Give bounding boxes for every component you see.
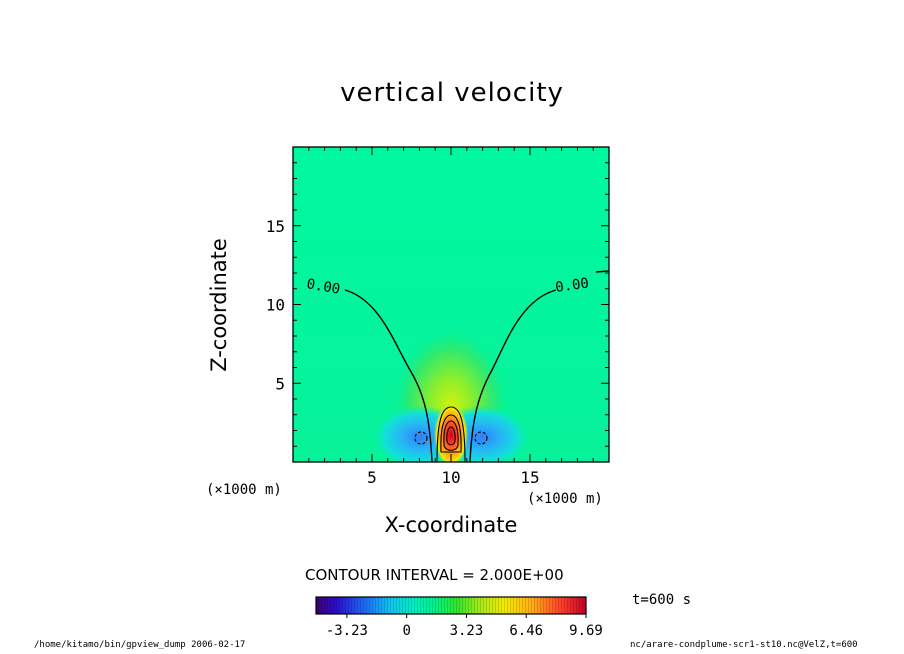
contour-4	[440, 414, 462, 453]
footer-left: /home/kitamo/bin/gpview_dump 2006-02-17	[34, 640, 246, 650]
chart-title: vertical velocity	[340, 78, 564, 108]
zero-contour-right-stub	[595, 270, 609, 273]
x-tick-label: 5	[367, 468, 377, 487]
colorbar-frame	[315, 596, 587, 615]
contour-lines	[344, 270, 609, 462]
colorbar-tick-label: 9.69	[569, 623, 603, 639]
axis-tick-labels: 5 10 15 5 10 15	[266, 217, 540, 487]
x-unit-right: (×1000 m)	[527, 491, 603, 507]
y-axis-label: Z-coordinate	[207, 238, 231, 372]
colorbar-bins	[316, 597, 586, 614]
negative-contour-left	[414, 431, 428, 445]
y-tick-label: 5	[275, 374, 285, 393]
contour-8	[446, 426, 456, 446]
colorbar-ticks: -3.23 0 3.23 6.46 9.69	[326, 614, 603, 639]
colorbar-tick-label: 0	[402, 623, 410, 639]
zero-contour-right	[469, 289, 557, 462]
contour-label-right: 0.00	[554, 275, 590, 296]
y-tick-label: 10	[266, 296, 285, 315]
x-axis-label: X-coordinate	[0, 513, 904, 537]
negative-contour-right	[474, 431, 488, 445]
x-tick-label: 10	[441, 468, 460, 487]
contour-label-left: 0.00	[305, 276, 341, 298]
updraft-core	[434, 403, 468, 462]
y-tick-label: 15	[266, 217, 285, 236]
zero-contour-left	[344, 289, 433, 462]
colorbar-tick-label: -3.23	[326, 623, 368, 639]
axis-ticks	[293, 147, 609, 462]
colorbar-tick-label: 3.23	[450, 623, 484, 639]
contour-6	[443, 420, 459, 451]
x-axis-label-text: X-coordinate	[384, 513, 518, 537]
colorbar-tick-label: 6.46	[509, 623, 543, 639]
footer-right: nc/arare-condplume-scr1-st10.nc@VelZ,t=6…	[630, 640, 858, 650]
contour-interval: CONTOUR INTERVAL = 2.000E+00	[305, 566, 564, 584]
contour-2	[436, 406, 466, 462]
time-label: t=600 s	[632, 592, 692, 608]
heatmap-field	[293, 147, 609, 462]
x-unit-left: (×1000 m)	[206, 482, 282, 498]
x-tick-label: 15	[520, 468, 539, 487]
